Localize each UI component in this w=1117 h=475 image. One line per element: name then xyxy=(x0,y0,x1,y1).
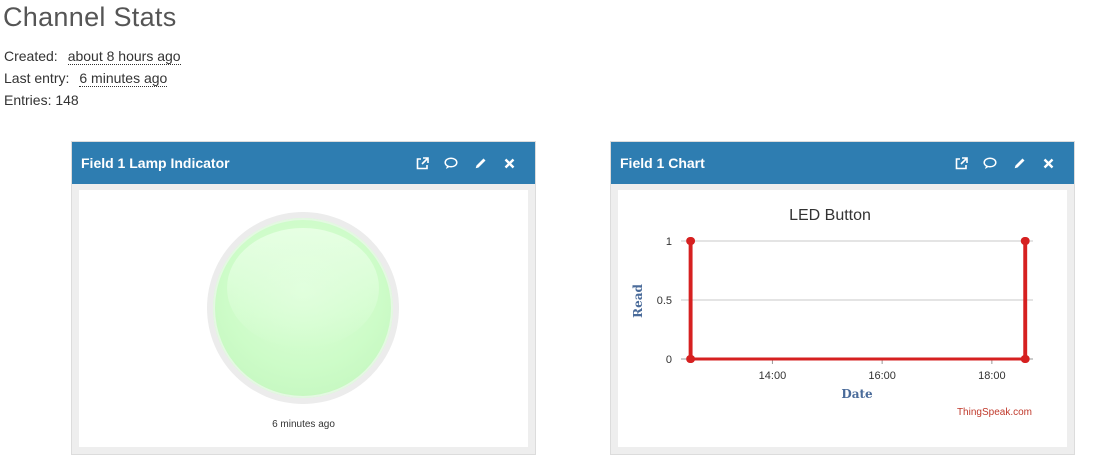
x-tick-label: 14:00 xyxy=(759,370,787,382)
y-tick-label: 0.5 xyxy=(657,295,672,307)
close-icon[interactable] xyxy=(1040,155,1056,171)
data-point xyxy=(687,237,696,245)
led-button-chart[interactable]: LED Button 00.51 14:00 16:00 18:00 Read Da… xyxy=(618,190,1067,448)
close-icon[interactable] xyxy=(501,155,517,171)
y-tick-label: 0 xyxy=(666,354,672,366)
lamp-highlight xyxy=(227,228,379,348)
last-entry-label: Last entry: xyxy=(4,70,70,86)
thingspeak-credit[interactable]: ThingSpeak.com xyxy=(957,407,1032,418)
last-entry-row: Last entry: 6 minutes ago xyxy=(4,67,181,89)
lamp-light xyxy=(213,218,393,398)
lamp-indicator xyxy=(207,212,399,404)
widget-header: Field 1 Chart xyxy=(611,142,1074,184)
widget-toolbar xyxy=(401,155,517,171)
page-title: Channel Stats xyxy=(3,2,177,32)
widget-toolbar xyxy=(940,155,1056,171)
lamp-caption: 6 minutes ago xyxy=(272,419,335,430)
widget-body: 6 minutes ago xyxy=(79,190,528,447)
chart-grid xyxy=(681,240,1033,360)
x-axis-label: Date xyxy=(841,387,873,401)
data-point xyxy=(687,355,696,363)
data-point xyxy=(1021,237,1030,245)
created-label: Created: xyxy=(4,48,58,64)
pencil-icon[interactable] xyxy=(472,155,488,171)
x-tick-label: 16:00 xyxy=(868,370,896,382)
chart-series xyxy=(686,237,1030,363)
field-chart-widget: Field 1 Chart LED Button 0 0.5 1 14:00 16:0… xyxy=(610,141,1075,455)
lamp-indicator-widget: Field 1 Lamp Indicator 6 minutes ago xyxy=(71,141,536,455)
y-axis-ticks: 00.51 xyxy=(657,236,672,366)
series-line xyxy=(688,239,1028,361)
comment-icon[interactable] xyxy=(443,155,459,171)
created-value[interactable]: about 8 hours ago xyxy=(67,48,181,65)
last-entry-value[interactable]: 6 minutes ago xyxy=(79,70,168,87)
external-link-icon[interactable] xyxy=(414,155,430,171)
widget-body: LED Button 0 0.5 1 14:00 16:00 18:00 Read Da… xyxy=(618,190,1067,447)
pencil-icon[interactable] xyxy=(1011,155,1027,171)
widget-header: Field 1 Lamp Indicator xyxy=(72,142,535,184)
entries-row: Entries: 148 xyxy=(4,92,79,108)
y-tick-label: 1 xyxy=(666,236,672,248)
channel-stats: Created: about 8 hours ago Last entry: 6 m… xyxy=(4,45,181,111)
x-axis-ticks: 14:00 16:00 18:00 xyxy=(759,359,1006,382)
data-point xyxy=(1021,355,1030,363)
external-link-icon[interactable] xyxy=(953,155,969,171)
created-row: Created: about 8 hours ago xyxy=(4,45,181,67)
widget-title: Field 1 Chart xyxy=(620,155,705,171)
chart-title: LED Button xyxy=(789,207,871,224)
x-tick-label: 18:00 xyxy=(978,370,1006,382)
comment-icon[interactable] xyxy=(982,155,998,171)
widget-title: Field 1 Lamp Indicator xyxy=(81,155,230,171)
y-axis-label: Read xyxy=(631,284,645,318)
